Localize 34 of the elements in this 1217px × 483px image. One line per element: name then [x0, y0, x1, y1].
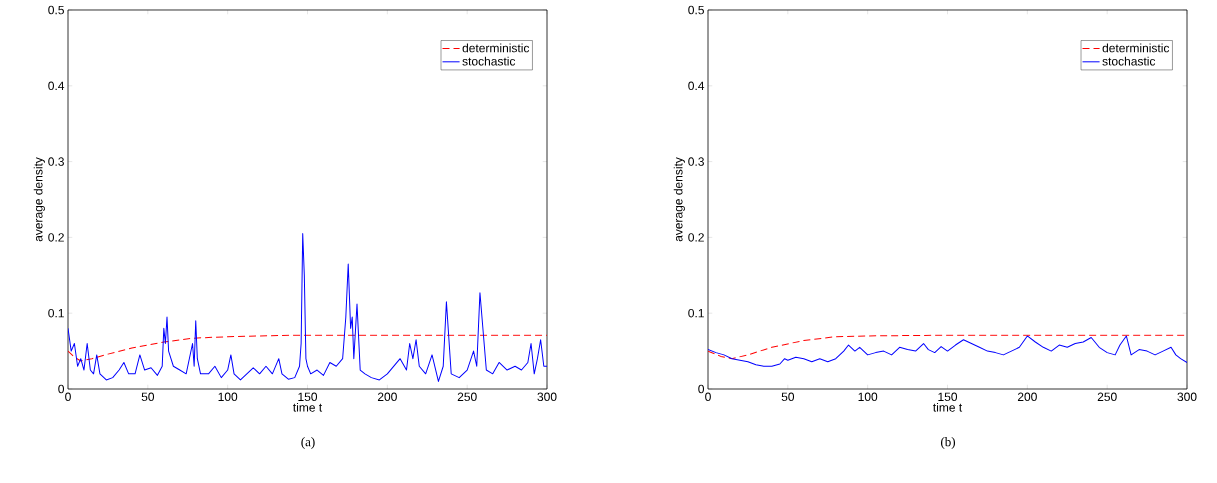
- y-tick-label: 0.4: [688, 81, 705, 91]
- x-tick-label: 250: [457, 392, 477, 402]
- y-tick-label: 0.5: [688, 5, 704, 15]
- text: (b): [941, 437, 956, 449]
- x-tick-label: 300: [537, 392, 557, 402]
- y-tick-label: 0.1: [48, 308, 64, 318]
- legend-label: deterministic: [1102, 43, 1170, 53]
- x-tick-label: 50: [781, 392, 795, 402]
- x-tick-label: 200: [1017, 392, 1037, 402]
- legend-label: stochastic: [462, 56, 516, 66]
- y-tick-label: 0.2: [48, 233, 64, 242]
- y-tick-label: 0.3: [48, 157, 64, 166]
- y-axis-title: average density: [673, 157, 685, 242]
- text: (a): [301, 437, 315, 449]
- x-tick-label: 100: [858, 392, 878, 402]
- y-tick-label: 0.3: [688, 157, 704, 166]
- legend-label: stochastic: [1102, 56, 1156, 66]
- x-axis-title: time t: [933, 402, 963, 412]
- y-tick-label: 0.2: [688, 233, 704, 242]
- x-tick-label: 150: [298, 392, 318, 402]
- x-tick-label: 250: [1097, 392, 1117, 402]
- x-tick-label: 100: [218, 392, 238, 402]
- x-axis-title: time t: [293, 402, 323, 412]
- x-tick-label: 50: [141, 392, 155, 402]
- y-tick-label: 0.5: [48, 5, 64, 15]
- x-tick-label: 200: [377, 392, 397, 402]
- x-tick-label: 300: [1177, 392, 1197, 402]
- legend-label: deterministic: [462, 43, 530, 53]
- x-tick-label: 150: [938, 392, 958, 402]
- y-tick-label: 0: [58, 384, 65, 394]
- y-tick-label: 0: [698, 384, 705, 394]
- y-tick-label: 0.4: [48, 81, 65, 91]
- y-tick-label: 0.1: [688, 308, 704, 318]
- y-axis-title: average density: [33, 157, 45, 242]
